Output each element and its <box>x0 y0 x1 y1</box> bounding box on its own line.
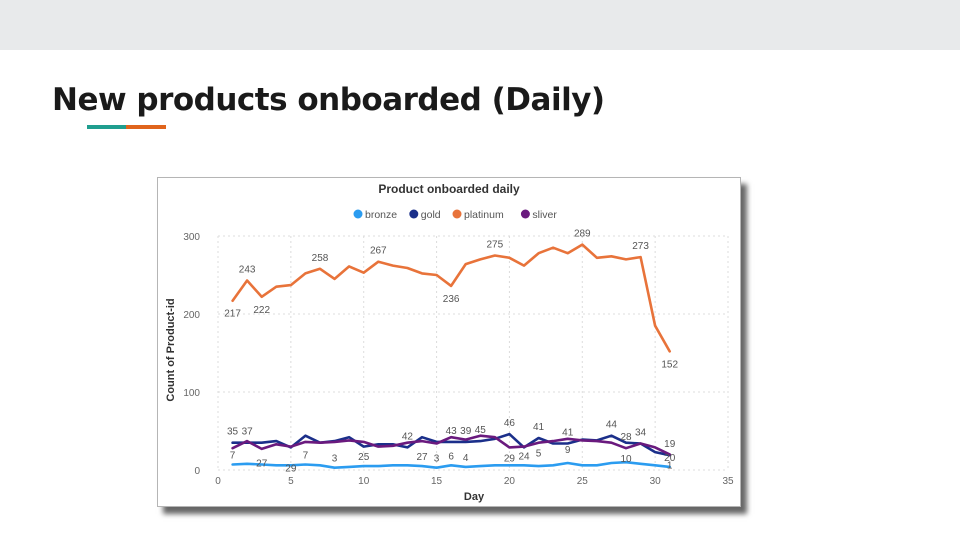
data-label-bronze: 24 <box>518 451 530 462</box>
x-tick-label: 10 <box>358 476 370 487</box>
data-label-bronze: 25 <box>358 452 370 463</box>
data-label-sliver: 1 <box>667 460 673 471</box>
legend-label-sliver: sliver <box>532 209 557 221</box>
legend-marker-bronze <box>353 209 363 219</box>
x-tick-label: 25 <box>577 476 589 487</box>
series-line-bronze <box>231 460 672 470</box>
y-axis-title: Count of Product-id <box>165 298 177 401</box>
data-label-platinum: 275 <box>487 240 504 251</box>
data-label-sliver: 28 <box>620 432 632 443</box>
slide-title: New products onboarded (Daily) <box>52 82 605 118</box>
x-tick-label: 0 <box>215 476 221 487</box>
data-label-platinum: 258 <box>312 253 329 264</box>
y-tick-label: 300 <box>183 232 200 243</box>
data-label-gold: 19 <box>664 439 676 450</box>
x-tick-label: 20 <box>504 476 516 487</box>
legend-marker-platinum <box>452 209 462 219</box>
data-label-platinum: 217 <box>224 309 241 320</box>
legend-marker-sliver <box>520 209 530 219</box>
legend-marker-gold <box>409 209 419 219</box>
data-label-gold: 41 <box>533 422 545 433</box>
chart-title: Product onboarded daily <box>378 182 520 196</box>
data-label-platinum: 243 <box>239 264 256 275</box>
data-label-platinum: 222 <box>253 305 270 316</box>
legend-label-bronze: bronze <box>365 209 397 221</box>
data-label-gold: 41 <box>562 427 574 438</box>
x-tick-label: 30 <box>650 476 662 487</box>
data-label-gold: 34 <box>635 427 647 438</box>
title-underline-orange <box>126 125 166 129</box>
data-label-gold: 29 <box>285 463 297 474</box>
data-label-platinum: 152 <box>661 359 678 370</box>
series-lines <box>231 243 672 470</box>
series-line-platinum <box>231 243 672 353</box>
data-label-gold: 35 <box>227 427 239 438</box>
y-tick-label: 0 <box>194 466 200 477</box>
data-label-gold: 46 <box>504 418 516 429</box>
data-label-gold: 37 <box>242 427 254 438</box>
data-label-platinum: 273 <box>632 241 649 252</box>
data-label-sliver: 29 <box>504 453 516 464</box>
data-label-sliver: 5 <box>536 449 542 460</box>
chart-legend: bronze gold platinum sliver <box>353 209 557 221</box>
gridlines <box>217 235 729 471</box>
x-tick-label: 35 <box>722 476 734 487</box>
data-label-gold: 43 <box>446 426 458 437</box>
data-label-bronze: 3 <box>332 454 338 465</box>
data-label-gold: 45 <box>475 425 487 436</box>
x-tick-label: 15 <box>431 476 443 487</box>
data-label-sliver: 10 <box>620 454 632 465</box>
data-label-platinum: 267 <box>370 246 387 257</box>
line-chart: Product onboarded daily bronze gold platin… <box>165 182 734 503</box>
top-banner <box>0 0 960 50</box>
data-label-bronze: 6 <box>448 451 454 462</box>
chart-card: Product onboarded daily bronze gold platin… <box>157 177 741 507</box>
legend-label-platinum: platinum <box>464 209 504 221</box>
data-label-gold: 44 <box>606 420 618 431</box>
data-label-bronze: 4 <box>463 453 469 464</box>
data-label-gold: 27 <box>256 459 268 470</box>
data-label-platinum: 236 <box>443 294 460 305</box>
title-underline-teal <box>87 125 126 129</box>
data-label-bronze: 20 <box>664 453 676 464</box>
x-tick-label: 5 <box>288 476 294 487</box>
data-label-gold: 42 <box>402 431 414 442</box>
y-tick-label: 100 <box>183 388 200 399</box>
legend-label-gold: gold <box>421 209 441 221</box>
series-line-sliver <box>231 434 672 456</box>
data-label-platinum: 289 <box>574 229 591 240</box>
data-label-bronze: 7 <box>230 451 236 462</box>
data-label-gold: 39 <box>460 426 472 437</box>
y-tick-label: 200 <box>183 310 200 321</box>
data-label-bronze: 3 <box>434 454 440 465</box>
data-label-bronze: 27 <box>416 452 428 463</box>
data-label-bronze: 7 <box>303 451 309 462</box>
x-axis-title: Day <box>464 491 485 503</box>
data-label-sliver: 9 <box>565 445 571 456</box>
